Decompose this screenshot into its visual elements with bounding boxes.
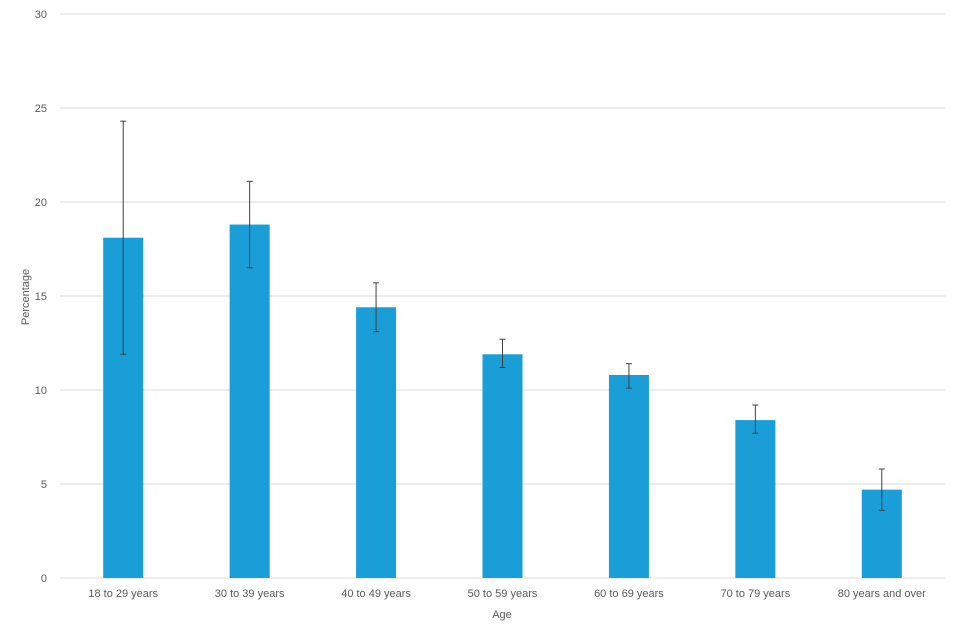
y-tick-label: 25 [35,103,47,115]
x-tick-label: 40 to 49 years [341,588,411,600]
bar [482,354,523,578]
error-bars [120,120,885,511]
bar [229,224,270,578]
y-tick-label: 20 [35,197,47,209]
error-bar [120,120,127,355]
y-axis-ticks: 0 5 10 15 20 25 30 [35,9,47,585]
y-tick-label: 10 [35,385,47,397]
y-axis-label: Percentage [20,269,32,325]
bar [356,307,397,578]
x-tick-label: 60 to 69 years [594,588,664,600]
error-bar [752,404,759,434]
x-axis-ticks: 18 to 29 years 30 to 39 years 40 to 49 yea… [88,588,926,600]
bar [735,420,776,578]
error-bar [499,338,506,368]
y-tick-label: 30 [35,9,47,21]
x-tick-label: 30 to 39 years [215,588,285,600]
error-bar [246,180,253,269]
y-tick-label: 15 [35,291,47,303]
error-bar [878,468,885,511]
y-tick-label: 5 [41,479,47,491]
error-bar [373,282,380,333]
x-tick-label: 70 to 79 years [720,588,790,600]
y-tick-label: 0 [41,573,47,585]
x-tick-label: 50 to 59 years [468,588,538,600]
x-tick-label: 80 years and over [838,588,926,600]
x-tick-label: 18 to 29 years [88,588,158,600]
x-axis-label: Age [492,609,512,621]
bars [103,224,902,578]
error-bar [625,363,632,389]
bar [608,374,649,578]
